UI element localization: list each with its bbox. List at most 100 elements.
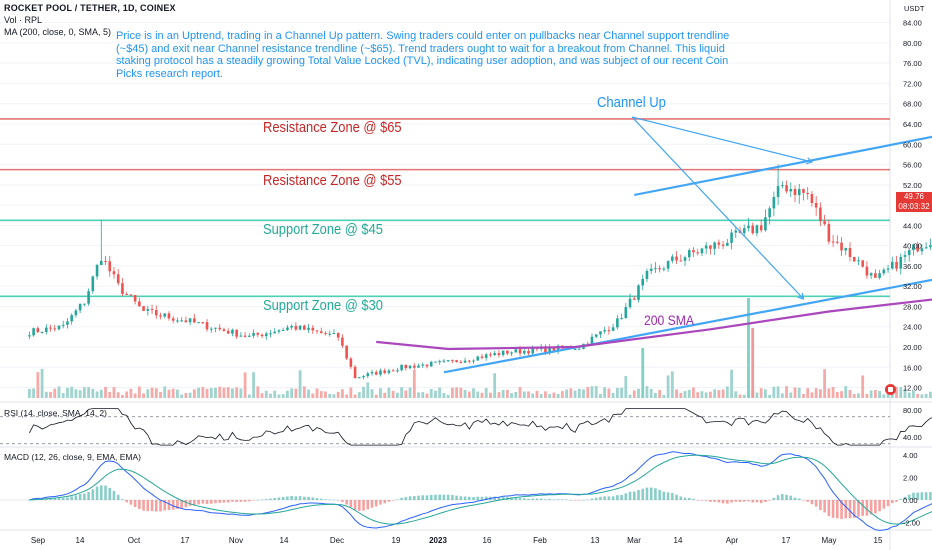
candle-body — [193, 318, 196, 323]
volume-bar — [438, 387, 442, 398]
macd-histogram-bar — [654, 488, 657, 500]
macd-histogram-bar — [501, 496, 505, 500]
macd-histogram-bar — [861, 500, 864, 516]
macd-histogram-bar — [607, 496, 611, 500]
macd-histogram-bar — [831, 500, 835, 518]
price-tick: 16.00 — [903, 363, 922, 372]
volume-bar — [218, 386, 222, 398]
macd-histogram-bar — [256, 499, 260, 501]
candle-body — [675, 256, 678, 261]
volume-bar — [328, 393, 332, 398]
volume-bar — [40, 368, 44, 398]
candle-body — [527, 350, 530, 354]
macd-histogram-bar — [374, 500, 378, 507]
macd-histogram-bar — [776, 495, 780, 500]
volume-bar — [569, 388, 573, 398]
macd-histogram-bar — [362, 500, 365, 511]
macd-histogram-bar — [891, 500, 894, 504]
symbol-title[interactable]: ROCKET POOL / TETHER, 1D, COINEX — [4, 3, 176, 13]
channel-line-resistance — [634, 135, 932, 197]
volume-bar — [256, 386, 260, 398]
volume-bar — [404, 390, 408, 398]
macd-histogram-bar — [138, 500, 141, 509]
macd-histogram-bar — [167, 500, 171, 511]
support-30-label: Support Zone @ $30 — [263, 297, 383, 314]
volume-bar — [171, 388, 175, 398]
volume-bar — [645, 386, 649, 398]
macd-histogram-bar — [552, 499, 556, 501]
volume-bar — [87, 387, 90, 398]
price-tick: 36.00 — [903, 262, 922, 271]
macd-histogram-bar — [472, 497, 475, 500]
volume-bar — [311, 393, 315, 398]
volume-bar — [916, 393, 920, 398]
volume-bar — [865, 393, 869, 398]
candle-body — [129, 294, 133, 296]
volume-bar — [696, 392, 700, 398]
macd-histogram-bar — [307, 496, 310, 500]
volume-bar — [184, 392, 188, 398]
macd-legend[interactable]: MACD (12, 26, close, 9, EMA, EMA) — [4, 452, 141, 462]
time-tick: Feb — [533, 536, 547, 545]
candle-body — [594, 334, 598, 337]
price-tick: 24.00 — [903, 323, 922, 332]
candle-body — [696, 252, 700, 254]
time-tick: 17 — [782, 536, 791, 545]
candle-body — [687, 250, 691, 258]
volume-bar — [907, 392, 911, 398]
macd-histogram-bar — [590, 498, 594, 500]
macd-histogram-bar — [163, 500, 167, 511]
candle-body — [315, 330, 319, 332]
candle-body — [429, 361, 433, 367]
volume-bar — [197, 387, 200, 398]
macd-histogram-bar — [171, 500, 175, 510]
volume-legend[interactable]: Vol · RPL — [4, 15, 43, 25]
macd-histogram-bar — [662, 491, 666, 500]
price-tick: 64.00 — [903, 120, 922, 129]
candle-body — [387, 370, 391, 373]
time-tick: 16 — [483, 536, 492, 545]
flag-icon[interactable] — [885, 384, 896, 395]
volume-bar — [493, 373, 497, 398]
volume-bar — [104, 386, 107, 398]
channel-up-label: Channel Up — [597, 95, 666, 111]
candle-body — [256, 332, 260, 335]
macd-histogram-bar — [400, 497, 403, 500]
time-tick: Nov — [229, 536, 243, 545]
candle-body — [544, 347, 547, 353]
macd-histogram-bar — [226, 500, 230, 503]
volume-bar — [573, 390, 577, 398]
candle-body — [721, 244, 725, 246]
volume-bar — [548, 394, 552, 398]
sma-label: 200 SMA — [644, 313, 694, 328]
candle-body — [700, 248, 704, 254]
volume-bar — [205, 388, 209, 398]
macd-histogram-bar — [121, 499, 124, 500]
candle-body — [78, 303, 82, 311]
candle-body — [184, 320, 188, 323]
macd-histogram-bar — [742, 500, 746, 502]
macd-histogram-bar — [319, 498, 323, 500]
macd-histogram-bar — [303, 496, 306, 500]
macd-histogram-bar — [438, 494, 441, 500]
candle-body — [590, 336, 594, 345]
rsi-legend[interactable]: RSI (14, close, SMA, 14, 2) — [4, 408, 107, 418]
candle-body — [861, 260, 864, 267]
candle-body — [286, 327, 289, 330]
volume-bar — [476, 391, 480, 398]
candle-body — [171, 318, 175, 321]
ma-legend[interactable]: MA (200, close, 0, SMA, 5) — [4, 27, 112, 37]
volume-bar — [505, 389, 509, 398]
candle-body — [307, 327, 310, 330]
macd-histogram-bar — [527, 498, 530, 500]
candle-body — [53, 328, 57, 330]
macd-histogram-bar — [797, 498, 801, 500]
macd-histogram-bar — [531, 498, 535, 500]
macd-histogram-bar — [66, 497, 69, 500]
volume-bar — [912, 390, 915, 398]
volume-bar — [928, 391, 932, 398]
volume-bar — [599, 394, 602, 398]
macd-histogram-bar — [738, 500, 742, 502]
volume-bar — [121, 394, 124, 398]
